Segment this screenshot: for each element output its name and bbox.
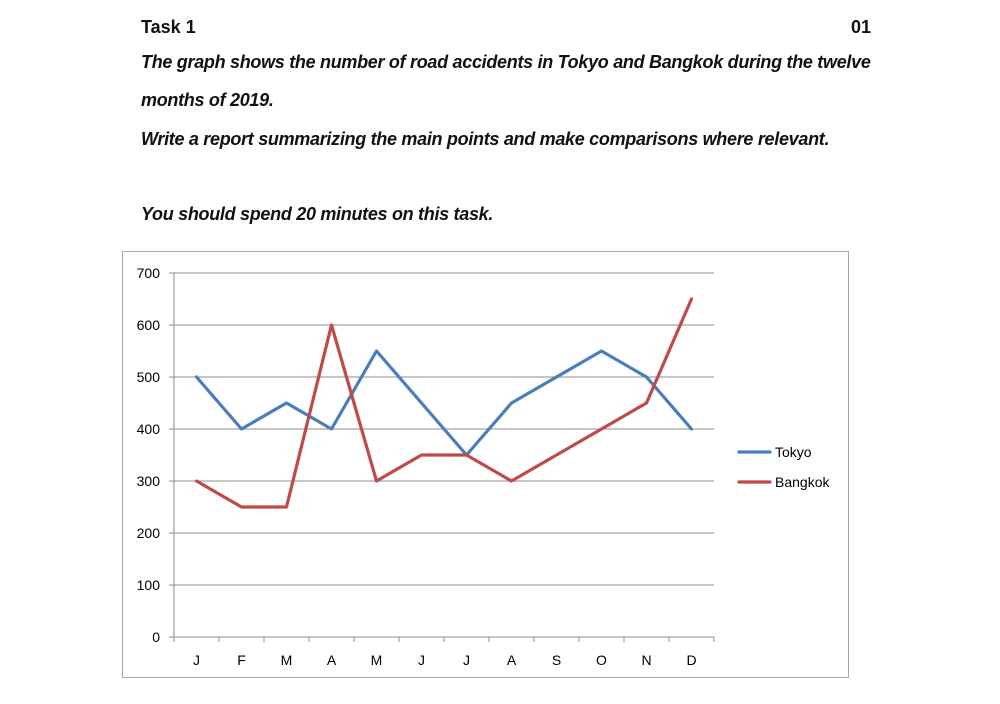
y-tick-label: 200 xyxy=(137,525,161,541)
y-tick-label: 500 xyxy=(137,369,161,385)
y-tick-label: 100 xyxy=(137,577,161,593)
task-title: Task 1 xyxy=(141,17,196,37)
x-tick-label: F xyxy=(237,652,246,668)
y-tick-label: 0 xyxy=(152,629,160,645)
legend-label-bangkok: Bangkok xyxy=(775,474,830,490)
task-header: Task 1 01 xyxy=(141,17,871,39)
line-chart: 0 100 200 300 400 500 600 700 J F M A M J J A S O N D Tokyo B… xyxy=(137,265,831,668)
task-time-note: You should spend 20 minutes on this task… xyxy=(141,204,494,224)
y-tick-label: 600 xyxy=(137,317,161,333)
y-tick-label: 400 xyxy=(137,421,161,437)
y-tick-label: 700 xyxy=(137,265,161,281)
x-tick-label: N xyxy=(641,652,651,668)
task-instruction: Write a report summarizing the main poin… xyxy=(141,129,830,149)
legend-label-tokyo: Tokyo xyxy=(775,444,812,460)
x-tick-label: O xyxy=(596,652,607,668)
page-number: 01 xyxy=(850,17,871,37)
series-line-tokyo xyxy=(194,349,694,457)
chart-frame: 0 100 200 300 400 500 600 700 J F M A M J J A S O N D Tokyo B… xyxy=(122,251,849,678)
x-tick-label: A xyxy=(507,652,517,668)
x-tick-label: A xyxy=(327,652,337,668)
x-tick-label: J xyxy=(193,652,200,668)
x-tick-label: J xyxy=(463,652,470,668)
y-tick-label: 300 xyxy=(137,473,161,489)
task-prompt-line-1: The graph shows the number of road accid… xyxy=(141,52,871,72)
series-line-bangkok xyxy=(194,297,694,509)
x-tick-label: M xyxy=(281,652,293,668)
x-tick-label: S xyxy=(552,652,561,668)
x-tick-label: D xyxy=(686,652,696,668)
x-tick-label: M xyxy=(371,652,383,668)
task-prompt-line-2: months of 2019. xyxy=(141,90,274,110)
x-tick-label: J xyxy=(418,652,425,668)
